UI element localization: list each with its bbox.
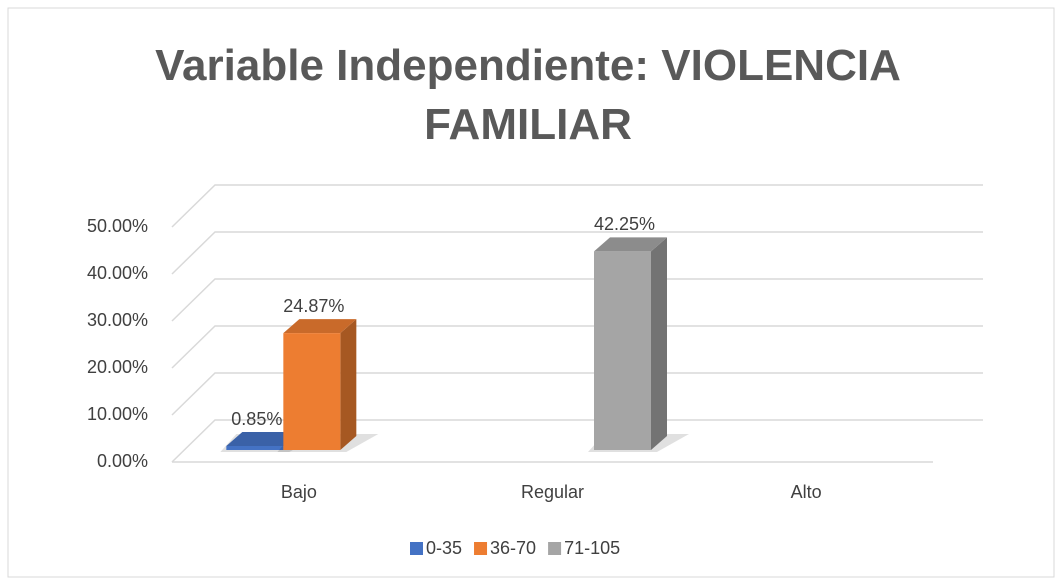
y-tick-label: 30.00% xyxy=(87,310,148,330)
y-tick-label: 0.00% xyxy=(97,451,148,471)
chart-border xyxy=(7,7,1055,578)
y-tick-label: 40.00% xyxy=(87,263,148,283)
legend-swatch xyxy=(474,542,488,555)
bar-top xyxy=(594,237,667,252)
data-label: 0.85% xyxy=(231,409,282,429)
y-tick-label: 50.00% xyxy=(87,216,148,236)
bar-side xyxy=(340,319,357,450)
x-tick-label: Regular xyxy=(521,482,584,502)
grid-line xyxy=(171,278,983,322)
bar xyxy=(226,446,284,450)
legend-swatch xyxy=(410,542,423,555)
y-tick-label: 20.00% xyxy=(87,357,148,377)
legend-label: 0-35 xyxy=(426,538,462,558)
x-tick-label: Alto xyxy=(791,482,822,502)
bar-top xyxy=(283,319,357,334)
data-label: 42.25% xyxy=(594,214,655,234)
bar-side xyxy=(651,237,667,450)
grid-line xyxy=(171,325,983,369)
x-tick-label: Bajo xyxy=(281,482,317,502)
y-tick-label: 10.00% xyxy=(87,404,148,424)
grid-line xyxy=(171,372,983,416)
legend-label: 71-105 xyxy=(564,538,620,558)
grid-line xyxy=(171,419,983,463)
grid-line xyxy=(171,184,983,228)
bar xyxy=(283,333,341,450)
legend-label: 36-70 xyxy=(490,538,536,558)
bar xyxy=(594,251,651,450)
data-label: 24.87% xyxy=(283,296,344,316)
grid-line xyxy=(171,231,983,275)
chart-title: Variable Independiente: VIOLENCIA FAMILIA… xyxy=(155,41,901,149)
bar-top xyxy=(226,432,300,447)
legend-swatch xyxy=(548,542,562,555)
